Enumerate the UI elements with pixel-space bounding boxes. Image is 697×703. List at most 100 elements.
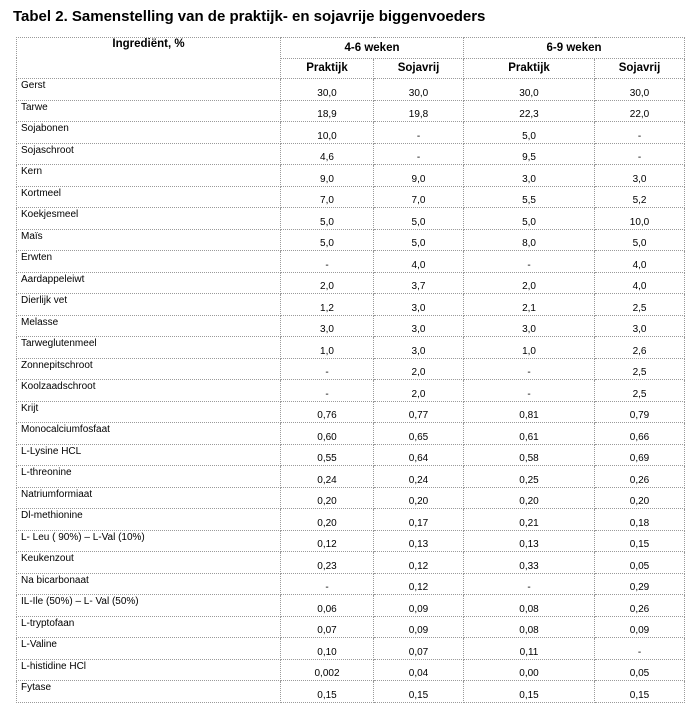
value-praktijk-4-6: 30,0 [280,78,374,101]
table-row: Keukenzout 0,23 0,12 0,33 0,05 [16,551,686,574]
value-praktijk-4-6: 2,0 [280,271,374,294]
value-sojavrij-6-9: 5,0 [594,228,686,251]
value-sojavrij-4-6: 0,12 [372,572,465,595]
value-sojavrij-6-9: 0,29 [594,572,686,595]
table-row: Monocalciumfosfaat 0,60 0,65 0,61 0,66 [16,422,686,445]
ingredient-name: L-Valine [16,637,281,660]
value-praktijk-4-6: 0,20 [280,486,374,509]
value-sojavrij-4-6: 0,64 [372,443,465,466]
value-praktijk-4-6: 0,20 [280,508,374,531]
value-praktijk-6-9: 0,61 [463,422,596,445]
value-sojavrij-6-9: 4,0 [594,250,686,273]
header-praktijk-6-9: Praktijk [463,57,596,79]
value-praktijk-4-6: - [280,250,374,273]
table-row: Erwten -4,0-4,0 [16,250,686,273]
header-praktijk-4-6: Praktijk [280,57,374,79]
table-row: Dierlijk vet 1,2 3,0 2,1 2,5 [16,293,686,316]
value-praktijk-6-9: - [463,357,596,380]
value-sojavrij-4-6: 3,0 [372,314,465,337]
ingredient-name: L-Lysine HCL [16,443,281,466]
value-sojavrij-6-9: 0,79 [594,400,686,423]
ingredient-name: Keukenzout [16,551,281,574]
value-praktijk-6-9: 8,0 [463,228,596,251]
value-sojavrij-6-9: 3,0 [594,164,686,187]
table-body: Gerst 30,0 30,0 30,0 30,0 Tarwe 18,9 19,8 22,3 22… [16,78,686,703]
ingredient-name: L- Leu ( 90%) – L-Val (10%) [16,529,281,552]
value-praktijk-6-9: - [463,572,596,595]
value-praktijk-4-6: 0,07 [280,615,374,638]
value-sojavrij-6-9: 10,0 [594,207,686,230]
table-row: Tarwe 18,9 19,8 22,3 22,0 [16,99,686,122]
ingredient-name: Sojaschroot [16,142,281,165]
value-praktijk-6-9: 5,0 [463,207,596,230]
ingredient-name: Krijt [16,400,281,423]
value-sojavrij-4-6: 0,13 [372,529,465,552]
value-praktijk-4-6: 0,12 [280,529,374,552]
value-praktijk-4-6: 5,0 [280,228,374,251]
value-praktijk-4-6: - [280,379,374,402]
value-praktijk-4-6: 3,0 [280,314,374,337]
value-sojavrij-6-9: 2,5 [594,379,686,402]
value-praktijk-4-6: 1,2 [280,293,374,316]
header-sojavrij-4-6: Sojavrij [372,57,465,79]
value-sojavrij-4-6: 7,0 [372,185,465,208]
table-row: Natriumformiaat 0,20 0,20 0,20 0,20 [16,486,686,509]
value-praktijk-6-9: 9,5 [463,142,596,165]
table-row: L-threonine 0,24 0,24 0,25 0,26 [16,465,686,488]
value-praktijk-6-9: 5,0 [463,121,596,144]
value-praktijk-6-9: 0,20 [463,486,596,509]
ingredient-name: Na bicarbonaat [16,572,281,595]
value-praktijk-6-9: 0,81 [463,400,596,423]
value-praktijk-6-9: 0,58 [463,443,596,466]
ingredient-name: Koolzaadschroot [16,379,281,402]
value-praktijk-4-6: 4,6 [280,142,374,165]
value-sojavrij-4-6: 0,24 [372,465,465,488]
table-row: Maïs 5,0 5,0 8,0 5,0 [16,228,686,251]
value-praktijk-6-9: 0,33 [463,551,596,574]
value-sojavrij-4-6: 19,8 [372,99,465,122]
table-row: L-Lysine HCL 0,55 0,64 0,58 0,69 [16,443,686,466]
value-sojavrij-6-9: 5,2 [594,185,686,208]
table-row: L- Leu ( 90%) – L-Val (10%) 0,12 0,13 0,13 0… [16,529,686,552]
header-sojavrij-6-9: Sojavrij [594,57,686,79]
value-sojavrij-4-6: 3,0 [372,336,465,359]
value-sojavrij-4-6: 3,7 [372,271,465,294]
header-row-subcolumns: Praktijk Sojavrij Praktijk Sojavrij [17,57,686,79]
value-sojavrij-6-9: 2,5 [594,293,686,316]
table-row: L-Valine 0,10 0,07 0,11- [16,637,686,660]
value-sojavrij-6-9: 0,26 [594,465,686,488]
value-sojavrij-4-6: 2,0 [372,357,465,380]
ingredient-name: Fytase [16,680,281,703]
table-row: Kern 9,0 9,0 3,0 3,0 [16,164,686,187]
value-sojavrij-4-6: 0,04 [372,658,465,681]
value-sojavrij-4-6: 0,65 [372,422,465,445]
value-praktijk-4-6: 1,0 [280,336,374,359]
ingredient-name: Tarweglutenmeel [16,336,281,359]
value-praktijk-4-6: 0,23 [280,551,374,574]
value-sojavrij-4-6: - [372,142,465,165]
value-sojavrij-4-6: 3,0 [372,293,465,316]
value-praktijk-6-9: 0,11 [463,637,596,660]
value-praktijk-6-9: 0,08 [463,594,596,617]
value-praktijk-6-9: 2,0 [463,271,596,294]
table-row: Krijt 0,76 0,77 0,81 0,79 [16,400,686,423]
value-sojavrij-4-6: - [372,121,465,144]
value-sojavrij-6-9: - [594,637,686,660]
value-praktijk-6-9: 0,21 [463,508,596,531]
value-sojavrij-6-9: - [594,142,686,165]
value-sojavrij-6-9: 2,5 [594,357,686,380]
ingredient-name: Kern [16,164,281,187]
ingredient-name: Melasse [16,314,281,337]
table-row: L-histidine HCl 0,002 0,04 0,00 0,05 [16,658,686,681]
ingredient-name: Erwten [16,250,281,273]
value-sojavrij-6-9: 2,6 [594,336,686,359]
value-praktijk-4-6: 0,002 [280,658,374,681]
value-sojavrij-6-9: - [594,121,686,144]
table-row: Dl-methionine 0,20 0,17 0,21 0,18 [16,508,686,531]
table-header: Ingrediënt, % 4-6 weken 6-9 weken Prakti… [16,37,686,79]
value-praktijk-6-9: 0,25 [463,465,596,488]
ingredient-name: Sojabonen [16,121,281,144]
ingredient-name: Zonnepitschroot [16,357,281,380]
value-sojavrij-6-9: 0,15 [594,680,686,703]
value-praktijk-4-6: 10,0 [280,121,374,144]
